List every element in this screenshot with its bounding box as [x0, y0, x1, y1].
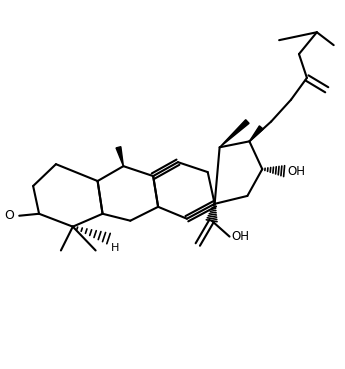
Text: OH: OH	[287, 165, 305, 177]
Polygon shape	[249, 126, 263, 141]
Text: O: O	[4, 209, 14, 222]
Polygon shape	[220, 120, 249, 147]
Text: H: H	[110, 242, 119, 252]
Polygon shape	[116, 146, 124, 166]
Text: OH: OH	[231, 230, 249, 243]
